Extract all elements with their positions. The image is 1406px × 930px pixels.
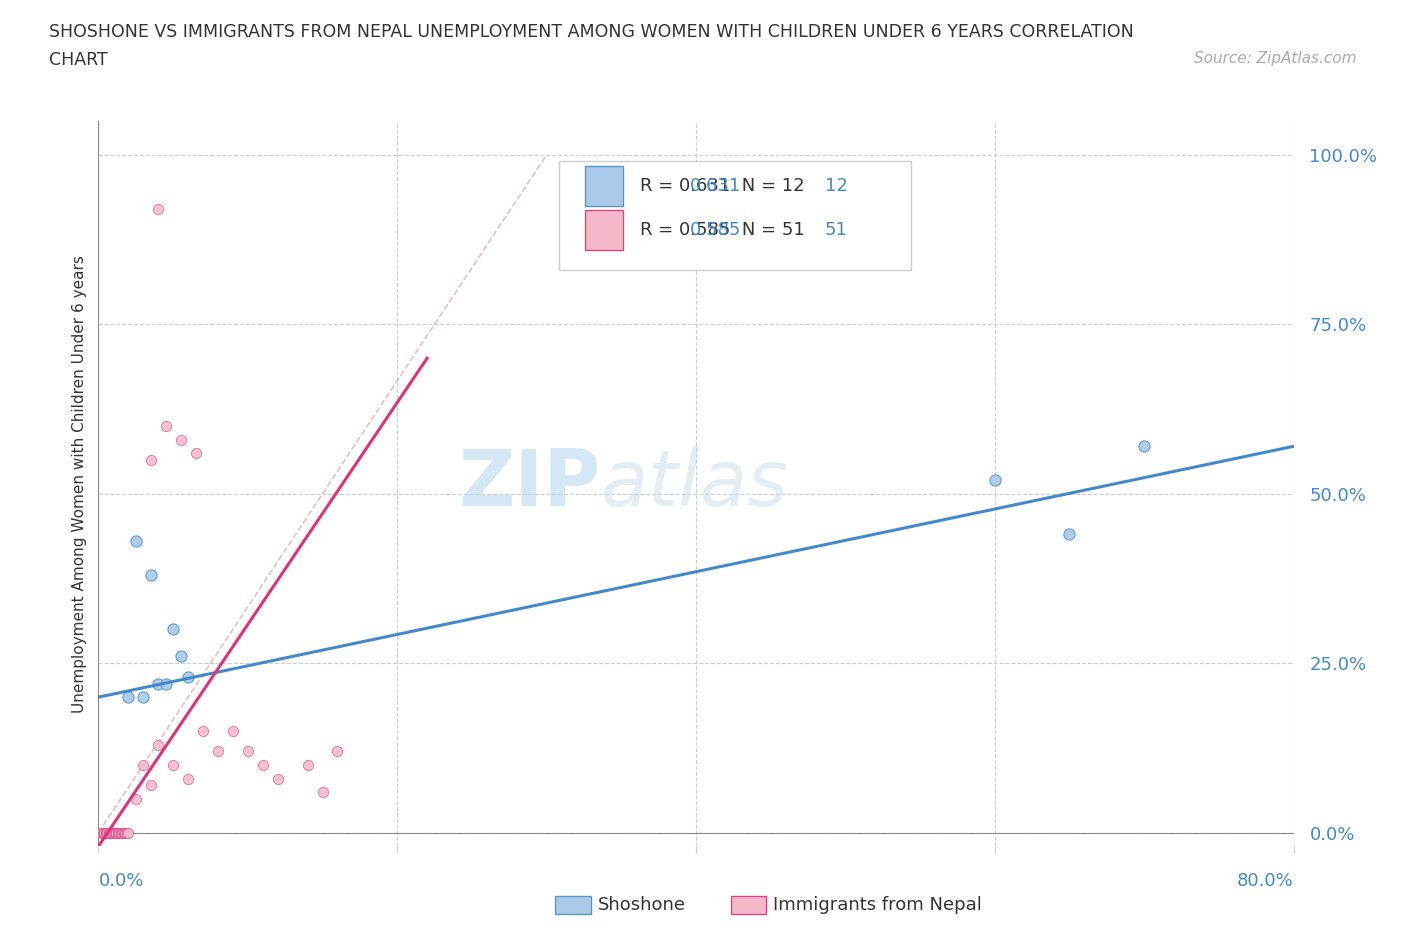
Point (155, 418, 177, 433)
Point (1059, 527, 1081, 542)
Point (107, 825, 129, 840)
Point (236, 744, 259, 759)
Point (91, 825, 114, 840)
Point (162, 622, 184, 637)
Point (177, 771, 200, 786)
Point (117, 825, 139, 840)
Point (191, 724, 214, 738)
Point (93, 825, 115, 840)
Text: R = 0.631  N = 12: R = 0.631 N = 12 (640, 178, 804, 195)
Point (125, 534, 148, 549)
Point (101, 825, 124, 840)
Point (132, 690, 155, 705)
Point (111, 825, 134, 840)
Text: Source: ZipAtlas.com: Source: ZipAtlas.com (1194, 51, 1357, 66)
Text: 0.585: 0.585 (690, 220, 741, 239)
Point (222, 724, 245, 738)
Point (177, 670, 200, 684)
Point (984, 472, 1007, 487)
Text: 51: 51 (825, 220, 848, 239)
Y-axis label: Unemployment Among Women with Children Under 6 years: Unemployment Among Women with Children U… (72, 255, 87, 712)
Text: ZIP: ZIP (458, 445, 600, 522)
Point (112, 825, 135, 840)
Text: SHOSHONE VS IMMIGRANTS FROM NEPAL UNEMPLOYMENT AMONG WOMEN WITH CHILDREN UNDER 6: SHOSHONE VS IMMIGRANTS FROM NEPAL UNEMPL… (49, 23, 1135, 41)
Point (155, 676, 177, 691)
FancyBboxPatch shape (585, 210, 623, 249)
Point (96, 825, 118, 840)
Point (169, 649, 191, 664)
Point (112, 825, 135, 840)
Point (132, 758, 155, 773)
Point (148, 676, 170, 691)
Point (101, 825, 124, 840)
Text: 80.0%: 80.0% (1237, 871, 1294, 890)
Point (311, 785, 333, 800)
Point (252, 758, 274, 773)
Point (114, 825, 136, 840)
Point (148, 737, 170, 752)
Point (98, 825, 122, 840)
Text: Immigrants from Nepal: Immigrants from Nepal (773, 896, 983, 914)
Point (107, 825, 129, 840)
Point (326, 744, 349, 759)
Point (139, 567, 162, 582)
Point (125, 791, 148, 806)
Point (90, 825, 112, 840)
Point (184, 445, 207, 460)
Point (148, 202, 170, 217)
Point (115, 825, 138, 840)
Point (97, 825, 120, 840)
Point (103, 825, 125, 840)
Text: CHART: CHART (49, 51, 108, 69)
Text: 12: 12 (825, 178, 848, 195)
Point (111, 825, 134, 840)
Point (162, 758, 184, 773)
Text: R = 0.585  N = 51: R = 0.585 N = 51 (640, 220, 804, 239)
Text: atlas: atlas (600, 445, 789, 522)
Point (98, 825, 122, 840)
Point (94, 825, 117, 840)
Point (93, 825, 115, 840)
Text: 0.0%: 0.0% (98, 871, 143, 890)
Point (139, 452, 162, 467)
Point (105, 825, 128, 840)
FancyBboxPatch shape (585, 166, 623, 206)
Point (108, 825, 131, 840)
Point (1133, 439, 1156, 454)
Point (103, 825, 125, 840)
Point (169, 432, 191, 447)
Point (104, 825, 127, 840)
Point (94, 825, 117, 840)
Point (97, 825, 120, 840)
Point (96, 825, 118, 840)
Point (267, 771, 290, 786)
FancyBboxPatch shape (558, 161, 911, 270)
Point (139, 777, 162, 792)
Point (207, 744, 229, 759)
Point (104, 825, 127, 840)
Point (110, 825, 132, 840)
Point (297, 758, 319, 773)
Point (115, 825, 138, 840)
Point (105, 825, 128, 840)
Text: 0.631: 0.631 (690, 178, 741, 195)
Point (117, 690, 139, 705)
Point (110, 825, 132, 840)
Point (108, 825, 131, 840)
Text: Shoshone: Shoshone (598, 896, 686, 914)
Point (114, 825, 136, 840)
